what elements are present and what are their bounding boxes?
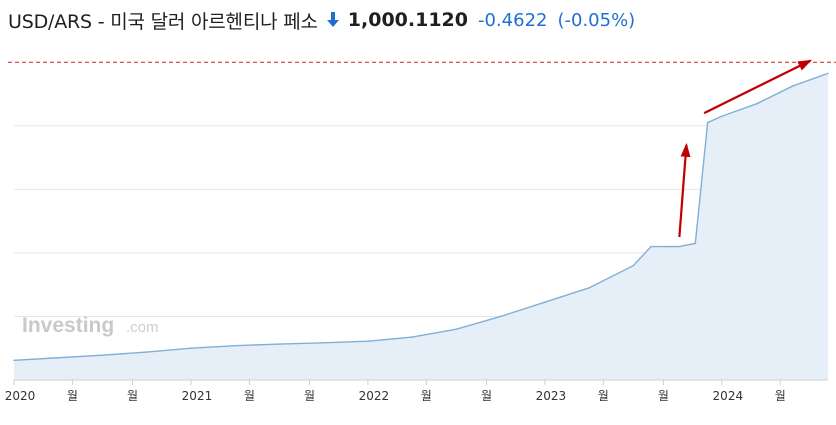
x-tick-label: 월 xyxy=(598,389,609,403)
x-tick-label: 월 xyxy=(421,389,432,403)
annotation-arrows xyxy=(678,59,813,238)
watermark-suffix: .com xyxy=(126,319,159,336)
data-point xyxy=(791,85,794,87)
data-point xyxy=(650,245,652,248)
area-series xyxy=(13,72,829,380)
x-tick-label: 월 xyxy=(304,389,315,403)
instrument-title: USD/ARS - 미국 달러 아르헨티나 페소 xyxy=(8,10,318,33)
x-tick-label: 월 xyxy=(658,389,669,403)
data-point xyxy=(367,340,369,343)
x-tick-label: 월 xyxy=(67,389,78,403)
data-point xyxy=(145,351,148,353)
data-point xyxy=(101,354,104,357)
x-tick-label: 2020 xyxy=(5,389,36,403)
data-point xyxy=(678,245,681,248)
data-point xyxy=(756,102,759,105)
x-tick-label: 2022 xyxy=(359,389,390,403)
x-tick-label: 월 xyxy=(127,389,138,403)
x-tick-label: 2021 xyxy=(182,389,213,403)
price-change: -0.4622 xyxy=(478,9,548,31)
data-point xyxy=(499,315,502,318)
data-point xyxy=(411,336,413,338)
annotation-arrow xyxy=(678,142,691,238)
annotation-arrow xyxy=(703,59,813,115)
watermark-brand: Investing xyxy=(22,314,114,337)
data-point xyxy=(234,344,236,347)
data-point xyxy=(632,264,635,267)
data-point xyxy=(827,72,829,75)
data-point xyxy=(706,121,709,124)
data-point xyxy=(278,343,281,345)
investing-watermark: Investing .com xyxy=(22,314,159,337)
data-point xyxy=(57,356,60,359)
x-tick-label: 2023 xyxy=(536,389,567,403)
data-point xyxy=(544,301,546,303)
data-point xyxy=(694,242,697,245)
x-tick-label: 2024 xyxy=(713,389,744,403)
x-tick-label: 월 xyxy=(244,389,255,403)
price-change-percent: (-0.05%) xyxy=(557,9,636,31)
last-price: 1,000.1120 xyxy=(347,9,468,31)
series-line xyxy=(13,72,829,361)
x-tick-label: 월 xyxy=(775,389,786,403)
data-point xyxy=(322,342,325,344)
data-point xyxy=(455,328,458,330)
chart-header: USD/ARS - 미국 달러 아르헨티나 페소 1,000.1120 -0.4… xyxy=(8,6,635,34)
data-point xyxy=(190,347,192,350)
area-fill xyxy=(14,73,828,380)
data-point xyxy=(13,359,15,362)
arrow-down-icon xyxy=(326,12,339,27)
data-point xyxy=(664,245,666,248)
data-point xyxy=(721,115,723,118)
data-point xyxy=(588,287,590,289)
x-axis: 2020 월 월 2021 월 월 2022 월 월 2023 월 월 2024 월 xyxy=(5,379,828,403)
x-tick-label: 월 xyxy=(481,389,492,403)
